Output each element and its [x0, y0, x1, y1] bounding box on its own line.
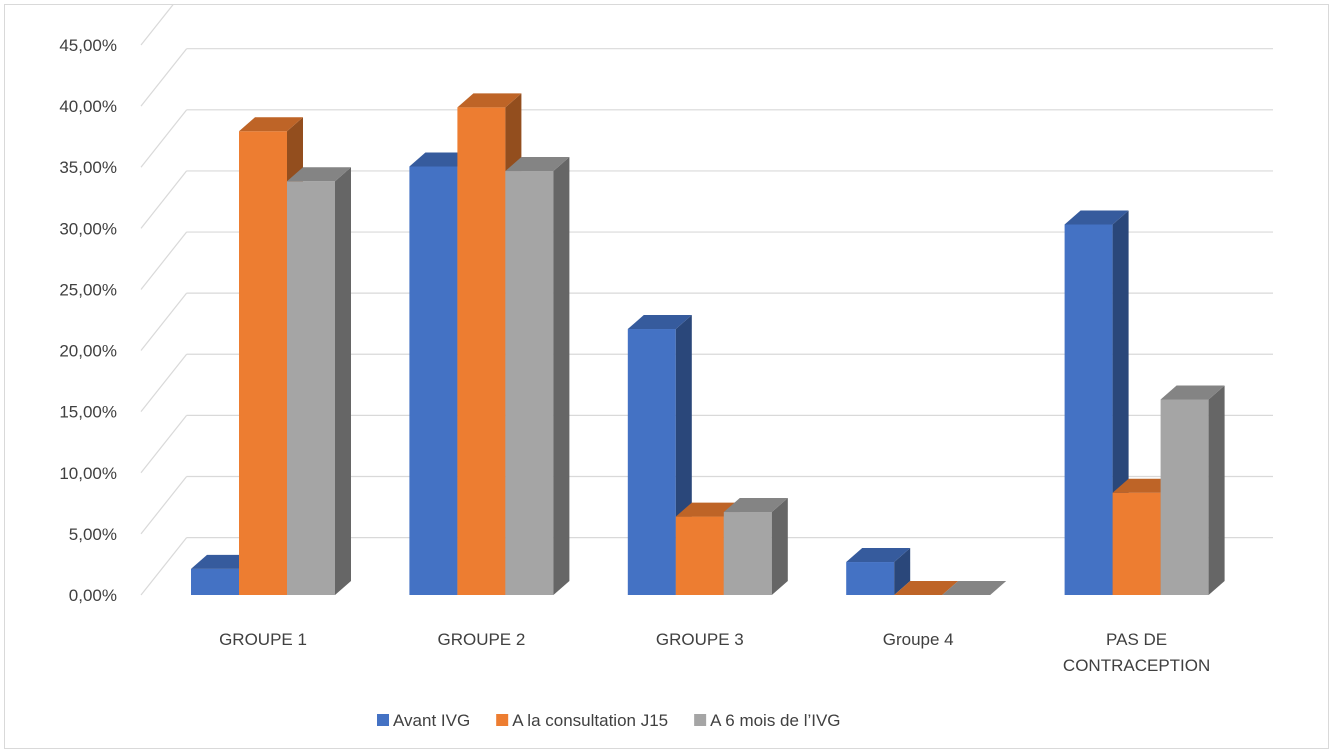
y-tick-label: 40,00%: [59, 97, 117, 116]
x-category-label: GROUPE 2: [437, 630, 525, 649]
gridline-diagonal: [140, 109, 188, 168]
y-tick-label: 45,00%: [59, 36, 117, 55]
legend-swatch: [694, 714, 707, 726]
x-category-label: GROUPE 1: [219, 630, 307, 649]
x-category-label: PAS DE CONTRACEPTION: [1063, 630, 1210, 675]
y-tick-label: 35,00%: [59, 158, 117, 177]
bar-1-2: [505, 157, 570, 596]
y-tick-label: 25,00%: [59, 280, 117, 299]
bar-chart: 0,00% 5,00% 10,00% 15,00% 20,00% 25,00% 30,00%…: [59, 5, 1273, 730]
y-axis-tick-labels: 0,00% 5,00% 10,00% 15,00% 20,00% 25,00% 30,00%…: [59, 36, 117, 605]
legend-swatch: [377, 714, 389, 726]
bar-3-1: [894, 581, 959, 595]
gridline-diagonal: [140, 537, 188, 596]
y-tick-label: 15,00%: [59, 403, 117, 422]
y-tick-label: 30,00%: [59, 219, 117, 238]
legend-label: A la consultation J15: [512, 711, 668, 730]
legend: Avant IVG A la consultation J15 A 6 mois d…: [377, 711, 841, 730]
bar-3-0: [846, 548, 911, 595]
legend-label: A 6 mois de l’IVG: [710, 711, 840, 730]
y-tick-label: 10,00%: [59, 464, 117, 483]
y-tick-label: 5,00%: [69, 525, 117, 544]
bar-3-2: [942, 581, 1007, 595]
legend-label: Avant IVG: [393, 711, 470, 730]
x-category-label: GROUPE 3: [656, 630, 744, 649]
gridline-diagonal: [140, 170, 188, 229]
x-axis-category-labels: GROUPE 1 GROUPE 2 GROUPE 3 Groupe 4 PAS DE CO…: [219, 630, 1210, 675]
y-tick-label: 0,00%: [69, 586, 117, 605]
gridline-diagonal: [140, 292, 188, 351]
bar-0-2: [287, 167, 351, 595]
gridline-diagonal: [140, 476, 188, 535]
x-category-label: Groupe 4: [883, 630, 954, 649]
gridline-diagonal: [140, 48, 188, 107]
chart-frame: 0,00% 5,00% 10,00% 15,00% 20,00% 25,00% 30,00%…: [4, 4, 1329, 749]
bar-2-2: [723, 498, 788, 595]
y-tick-label: 20,00%: [59, 342, 117, 361]
bar-4-2: [1160, 385, 1225, 595]
gridline-diagonal: [140, 353, 188, 413]
gridline-diagonal: [140, 5, 174, 46]
legend-swatch: [496, 714, 509, 726]
gridline-diagonal: [140, 415, 188, 474]
bars: [191, 93, 1225, 596]
gridline-diagonal: [140, 231, 188, 290]
